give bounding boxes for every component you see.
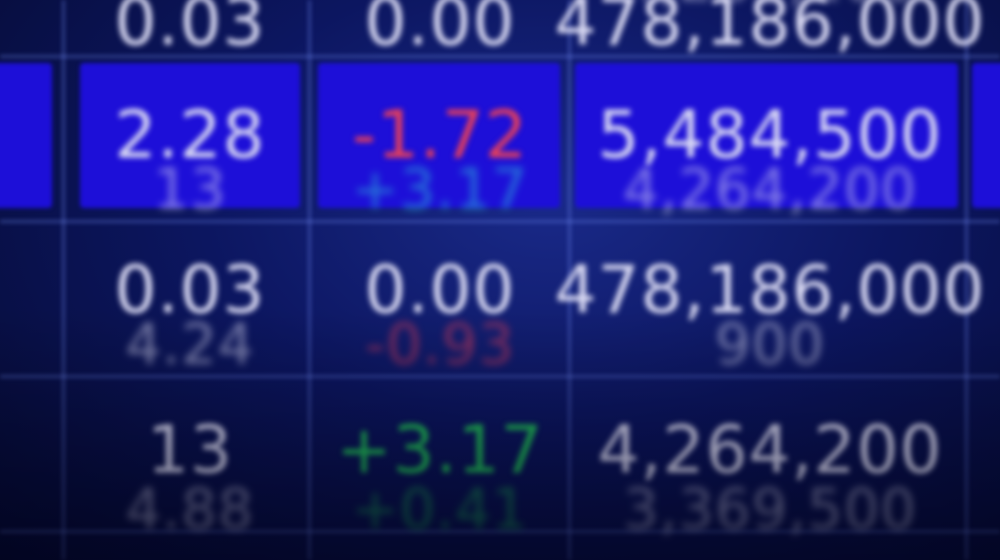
grid-line	[62, 0, 65, 560]
cell-value: 0.03	[114, 251, 266, 329]
cell-value: -1.72	[352, 96, 528, 174]
cell-value: 5,484,500	[597, 96, 943, 174]
cell-value: 13	[147, 411, 233, 489]
cell-value: 0.00	[364, 251, 516, 329]
grid-line	[308, 0, 311, 560]
cell-value: 478,186,000	[554, 251, 986, 329]
highlight-cell	[972, 63, 1000, 208]
cell-value: 478,186,000	[554, 0, 986, 61]
cell-value: 0.00	[364, 0, 516, 61]
cell-value: 4,264,200	[597, 411, 943, 489]
cell-value: 0.03	[114, 0, 266, 61]
highlight-cell	[0, 63, 52, 208]
cell-value: +3.17	[336, 411, 544, 489]
cell-value: 2.28	[114, 96, 266, 174]
